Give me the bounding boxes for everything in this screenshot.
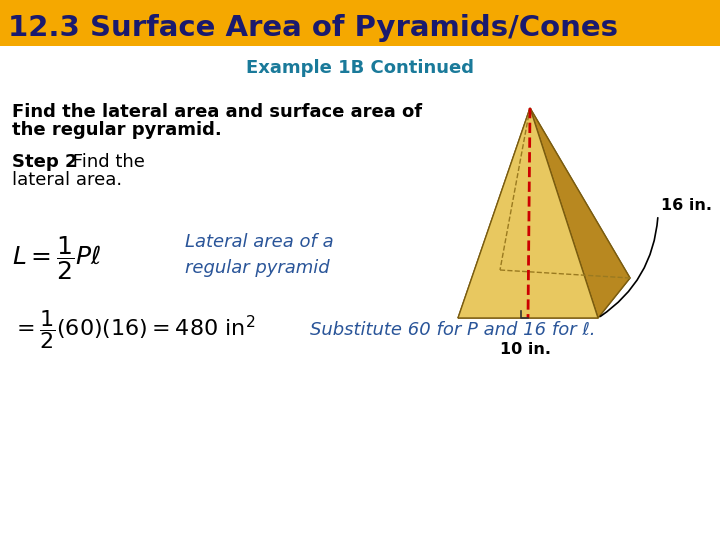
Polygon shape xyxy=(458,108,530,318)
Text: 10 in.: 10 in. xyxy=(500,342,551,357)
Polygon shape xyxy=(458,108,598,318)
Text: Lateral area of a
regular pyramid: Lateral area of a regular pyramid xyxy=(185,233,333,277)
Text: lateral area.: lateral area. xyxy=(12,171,122,189)
Text: $L=\dfrac{1}{2}P\ell$: $L=\dfrac{1}{2}P\ell$ xyxy=(12,234,102,282)
Text: $=\dfrac{1}{2}(60)(16)=480\ \mathrm{in}^2$: $=\dfrac{1}{2}(60)(16)=480\ \mathrm{in}^… xyxy=(12,308,256,352)
Text: Step 2: Step 2 xyxy=(12,153,78,171)
Bar xyxy=(0,0,720,46)
Text: Find the: Find the xyxy=(67,153,145,171)
Polygon shape xyxy=(530,108,630,318)
Text: Substitute 60 for P and 16 for ℓ.: Substitute 60 for P and 16 for ℓ. xyxy=(310,321,595,339)
Polygon shape xyxy=(458,270,630,318)
Text: 16 in.: 16 in. xyxy=(661,198,712,213)
Text: Example 1B Continued: Example 1B Continued xyxy=(246,59,474,77)
Text: Find the lateral area and surface area of: Find the lateral area and surface area o… xyxy=(12,103,422,121)
Polygon shape xyxy=(500,108,630,278)
Text: 12.3 Surface Area of Pyramids/Cones: 12.3 Surface Area of Pyramids/Cones xyxy=(8,14,618,42)
Text: the regular pyramid.: the regular pyramid. xyxy=(12,121,222,139)
